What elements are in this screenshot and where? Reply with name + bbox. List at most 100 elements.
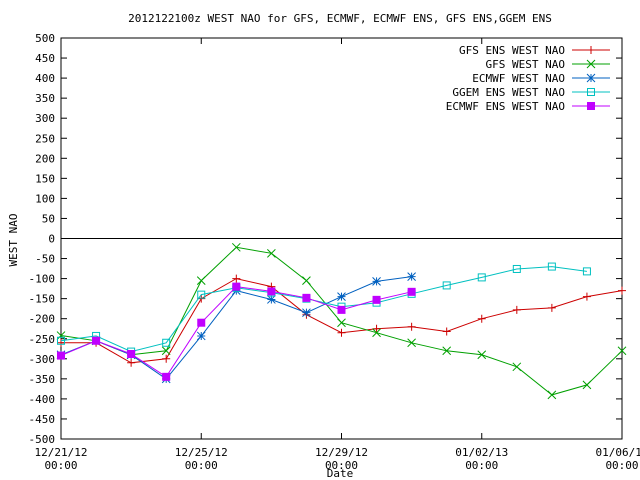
y-tick-label: -400 xyxy=(29,393,56,406)
data-point xyxy=(582,380,592,390)
x-tick-date-label: 01/06/13 xyxy=(596,446,640,459)
data-point xyxy=(162,338,171,347)
data-point xyxy=(92,336,101,345)
series-4 xyxy=(57,262,591,356)
data-point xyxy=(57,336,65,345)
data-point xyxy=(162,354,171,363)
y-tick-label: -150 xyxy=(29,293,56,306)
y-tick-label: 400 xyxy=(35,72,55,85)
data-point xyxy=(512,362,522,372)
y-tick-label: 150 xyxy=(35,172,55,185)
data-point xyxy=(407,272,416,281)
data-point xyxy=(57,338,65,347)
data-point xyxy=(477,314,486,323)
x-tick-date-label: 12/25/12 xyxy=(175,446,228,459)
y-tick-label: 450 xyxy=(35,52,55,65)
data-point xyxy=(582,267,591,276)
legend-label: GFS ENS WEST NAO xyxy=(459,44,565,57)
data-point xyxy=(586,73,596,83)
legend-label: GFS WEST NAO xyxy=(486,58,565,71)
y-tick-label: 0 xyxy=(48,233,55,246)
data-point xyxy=(547,303,556,312)
y-tick-label: -100 xyxy=(29,273,56,286)
y-tick-label: -200 xyxy=(29,313,56,326)
data-point xyxy=(372,277,381,286)
data-point xyxy=(372,324,381,333)
data-point xyxy=(231,286,241,295)
data-point xyxy=(267,248,276,258)
data-point xyxy=(618,286,626,295)
y-tick-label: 50 xyxy=(42,212,55,225)
y-tick-label: -500 xyxy=(29,433,56,446)
x-tick-time-label: 00:00 xyxy=(325,459,358,472)
data-point xyxy=(372,295,381,304)
data-point xyxy=(267,295,276,304)
data-point xyxy=(372,328,381,338)
y-tick-label: 250 xyxy=(35,132,55,145)
data-point xyxy=(442,346,452,356)
y-tick-label: -300 xyxy=(29,353,56,366)
data-point xyxy=(407,322,416,331)
data-point xyxy=(587,88,595,96)
data-point xyxy=(232,274,241,283)
data-point xyxy=(302,276,311,285)
data-point xyxy=(162,372,171,381)
y-tick-label: 350 xyxy=(35,92,55,105)
data-point xyxy=(547,390,557,400)
data-point xyxy=(197,318,206,327)
x-tick-time-label: 00:00 xyxy=(185,459,218,472)
data-point xyxy=(161,346,171,356)
data-point xyxy=(127,358,136,367)
series-line xyxy=(60,246,623,396)
series-line xyxy=(60,266,587,353)
data-point xyxy=(512,264,521,273)
data-point xyxy=(477,273,486,282)
series-line xyxy=(60,286,412,378)
data-point xyxy=(582,292,591,301)
x-axis-label: Date xyxy=(327,467,354,480)
data-point xyxy=(337,328,346,337)
y-tick-label: -350 xyxy=(29,373,56,386)
data-point xyxy=(337,305,346,314)
data-point xyxy=(196,331,206,341)
data-point xyxy=(587,46,595,54)
data-point xyxy=(302,308,311,318)
data-point xyxy=(196,276,206,285)
y-tick-label: -450 xyxy=(29,413,56,426)
series-line xyxy=(61,278,623,364)
y-axis-label: WEST NAO xyxy=(7,214,20,267)
x-tick-date-label: 01/02/13 xyxy=(455,446,508,459)
data-point xyxy=(477,350,487,360)
y-tick-label: 100 xyxy=(35,192,55,205)
data-point xyxy=(232,282,241,291)
series-5 xyxy=(57,282,416,381)
x-tick-time-label: 00:00 xyxy=(605,459,638,472)
y-tick-label: -250 xyxy=(29,333,56,346)
y-tick-label: 300 xyxy=(35,112,55,125)
legend-label: ECMWF ENS WEST NAO xyxy=(446,100,565,113)
data-point xyxy=(407,338,416,348)
data-point xyxy=(57,351,65,360)
data-point xyxy=(337,318,346,328)
x-tick-time-label: 00:00 xyxy=(465,459,498,472)
data-point xyxy=(547,262,556,271)
data-point xyxy=(267,287,276,296)
data-point xyxy=(231,242,241,252)
chart-title: 2012122100z WEST NAO for GFS, ECMWF, ECM… xyxy=(128,12,552,25)
series-1 xyxy=(57,274,626,367)
data-point xyxy=(407,287,416,296)
data-point xyxy=(127,349,136,358)
series-2 xyxy=(56,242,627,400)
y-tick-label: 200 xyxy=(35,152,55,165)
data-point xyxy=(302,293,311,302)
data-point xyxy=(197,290,206,299)
data-point xyxy=(512,305,521,314)
data-point xyxy=(442,281,451,290)
y-tick-label: 500 xyxy=(35,32,55,45)
data-point xyxy=(442,327,451,336)
data-point xyxy=(586,59,596,69)
legend-label: ECMWF WEST NAO xyxy=(472,72,565,85)
x-tick-time-label: 00:00 xyxy=(44,459,77,472)
